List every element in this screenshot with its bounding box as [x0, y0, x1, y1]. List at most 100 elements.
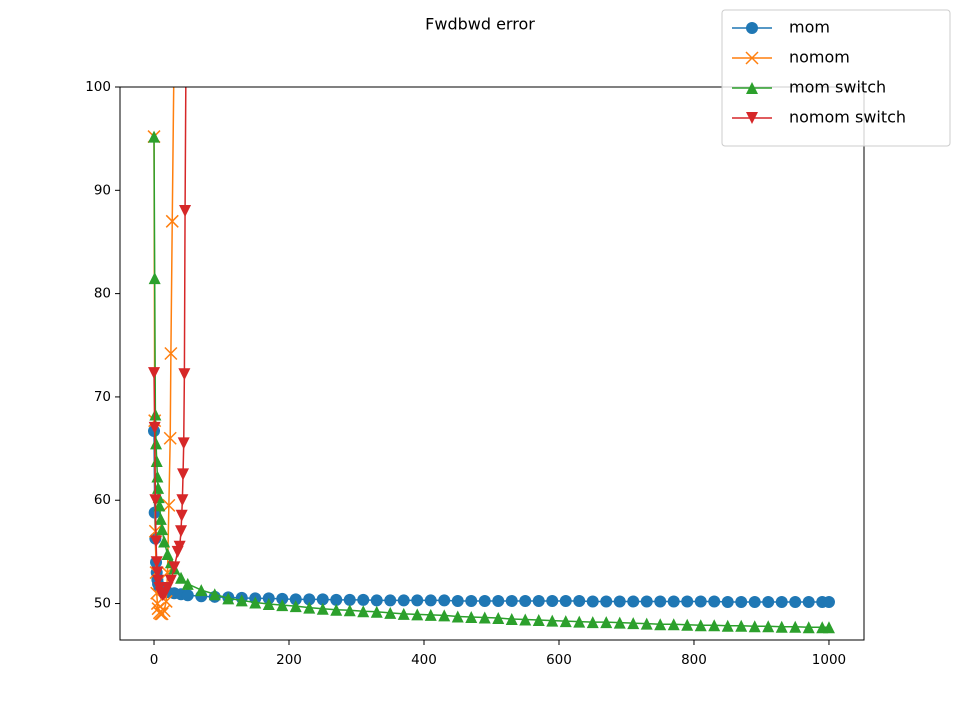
marker: [627, 617, 640, 630]
marker: [384, 606, 397, 619]
y-tick-label: 80: [94, 286, 111, 302]
marker: [546, 614, 559, 627]
marker: [370, 594, 383, 607]
marker: [613, 595, 626, 608]
marker: [600, 616, 613, 629]
marker: [276, 592, 289, 605]
marker: [762, 620, 775, 633]
x-tick-label: 1000: [812, 652, 846, 668]
marker: [177, 437, 190, 450]
marker: [654, 618, 667, 631]
marker: [775, 620, 788, 633]
marker: [573, 615, 586, 628]
marker: [316, 593, 329, 606]
marker: [235, 594, 248, 607]
legend-label: mom switch: [789, 78, 886, 97]
marker: [627, 595, 640, 608]
marker: [411, 594, 424, 607]
marker: [195, 584, 208, 597]
marker: [276, 599, 289, 612]
marker: [303, 593, 316, 606]
y-tick-label: 90: [94, 182, 111, 198]
marker: [546, 594, 559, 607]
marker: [343, 593, 356, 606]
marker: [289, 600, 302, 613]
legend-label: nomom switch: [789, 108, 906, 127]
marker: [397, 594, 410, 607]
plot-area: [147, 87, 835, 634]
marker: [148, 421, 161, 434]
x-tick-label: 200: [276, 652, 302, 668]
marker: [586, 616, 599, 629]
marker: [152, 574, 165, 587]
marker: [181, 589, 194, 602]
marker: [492, 594, 505, 607]
marker: [708, 619, 721, 632]
marker: [151, 566, 164, 579]
marker: [748, 620, 761, 633]
marker: [177, 468, 190, 481]
marker: [505, 613, 518, 626]
marker: [289, 593, 302, 606]
marker: [681, 595, 694, 608]
marker: [148, 367, 161, 380]
marker: [745, 51, 759, 65]
x-tick-label: 600: [546, 652, 572, 668]
marker: [694, 619, 707, 632]
legend-label: nomom: [789, 48, 850, 67]
marker: [208, 588, 221, 601]
marker: [249, 596, 262, 609]
marker: [150, 454, 163, 467]
marker: [176, 494, 189, 507]
axes-frame: [119, 86, 865, 641]
marker: [181, 577, 194, 590]
marker: [559, 615, 572, 628]
chart-title: Fwdbwd error: [425, 15, 535, 34]
marker: [681, 618, 694, 631]
marker: [316, 602, 329, 615]
marker: [163, 431, 177, 445]
marker: [179, 204, 192, 217]
marker: [822, 621, 835, 634]
marker: [151, 470, 164, 483]
marker: [519, 594, 532, 607]
marker: [746, 82, 758, 94]
marker: [330, 603, 343, 616]
marker: [178, 368, 191, 381]
marker: [600, 595, 613, 608]
marker: [735, 619, 748, 632]
marker: [164, 574, 177, 587]
legend-label: mom: [789, 18, 830, 37]
marker: [465, 610, 478, 623]
marker: [735, 595, 748, 608]
marker: [153, 499, 166, 512]
marker: [586, 595, 599, 608]
marker: [613, 616, 626, 629]
marker: [532, 594, 545, 607]
marker: [746, 112, 758, 124]
marker: [478, 611, 491, 624]
marker: [519, 613, 532, 626]
marker: [802, 621, 815, 634]
marker: [708, 595, 721, 608]
marker: [161, 547, 174, 560]
marker: [343, 604, 356, 617]
marker: [150, 556, 163, 569]
marker: [451, 594, 464, 607]
marker: [149, 408, 162, 421]
marker: [424, 594, 437, 607]
marker: [492, 611, 505, 624]
marker: [148, 130, 161, 143]
x-tick-label: 800: [681, 652, 707, 668]
marker: [789, 620, 802, 633]
y-tick-label: 70: [94, 389, 111, 405]
marker: [667, 618, 680, 631]
marker: [789, 595, 802, 608]
marker: [175, 571, 188, 584]
marker: [155, 607, 169, 621]
marker: [424, 608, 437, 621]
marker: [438, 609, 451, 622]
marker: [411, 608, 424, 621]
marker: [721, 619, 734, 632]
